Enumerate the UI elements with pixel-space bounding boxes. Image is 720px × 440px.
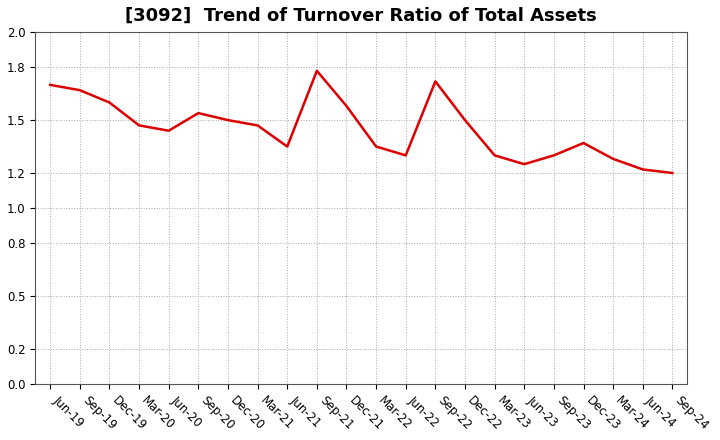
Title: [3092]  Trend of Turnover Ratio of Total Assets: [3092] Trend of Turnover Ratio of Total … [125, 7, 597, 25]
